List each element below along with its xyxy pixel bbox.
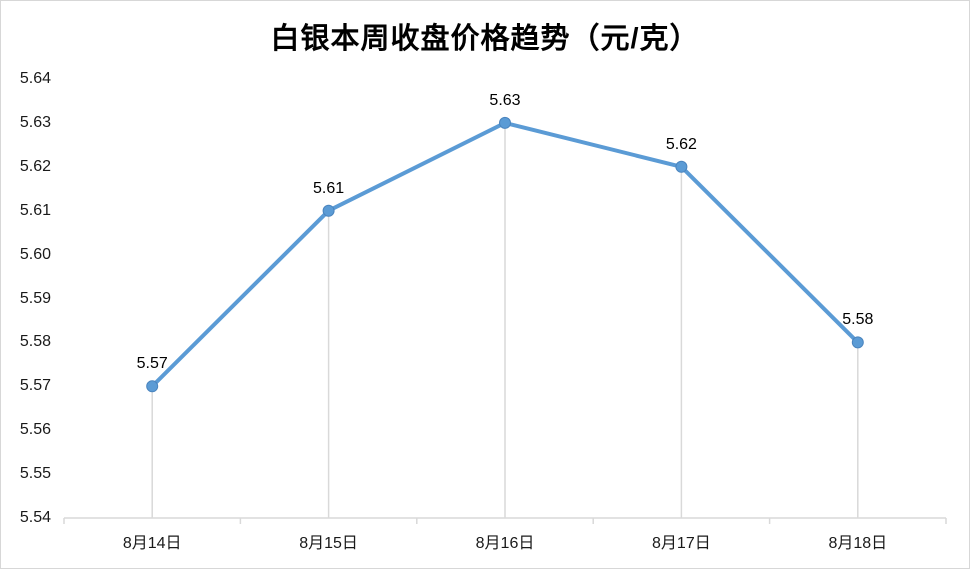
data-label: 5.63 bbox=[489, 91, 521, 109]
y-tick-label: 5.58 bbox=[19, 333, 51, 351]
data-label: 5.58 bbox=[842, 311, 874, 329]
y-tick-label: 5.60 bbox=[19, 245, 51, 263]
x-axis-label: 8月17日 bbox=[652, 535, 711, 552]
y-tick-label: 5.56 bbox=[19, 421, 51, 439]
y-tick-label: 5.64 bbox=[19, 70, 51, 87]
y-tick-label: 5.57 bbox=[19, 377, 51, 395]
chart-title: 白银本周收盘价格趋势（元/克） bbox=[270, 23, 700, 55]
data-label: 5.61 bbox=[313, 179, 345, 197]
data-point-marker bbox=[851, 336, 864, 349]
y-tick-label: 5.63 bbox=[19, 113, 51, 131]
data-point-marker bbox=[499, 116, 511, 129]
y-tick-label: 5.59 bbox=[19, 289, 51, 307]
data-point-marker bbox=[675, 160, 688, 173]
x-axis-label: 8月15日 bbox=[299, 535, 358, 552]
x-axis-label: 8月14日 bbox=[122, 535, 182, 552]
data-label: 5.57 bbox=[136, 355, 168, 373]
x-axis-label: 8月16日 bbox=[475, 535, 535, 552]
data-point-marker bbox=[322, 204, 335, 217]
data-point-marker bbox=[146, 380, 159, 393]
y-tick-label: 5.61 bbox=[19, 201, 51, 219]
data-label: 5.62 bbox=[665, 135, 697, 153]
y-tick-label: 5.54 bbox=[19, 509, 51, 526]
x-axis-label: 8月18日 bbox=[828, 535, 888, 552]
y-tick-label: 5.55 bbox=[19, 465, 51, 483]
y-tick-label: 5.62 bbox=[19, 157, 51, 175]
